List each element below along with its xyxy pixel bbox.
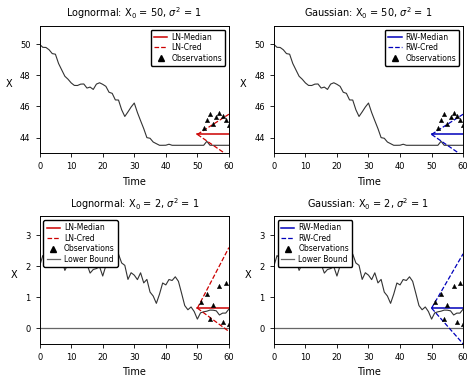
Point [440, 111, 448, 117]
Title: Lognormal: X$_0$ = 2, $\sigma^2$ = 1: Lognormal: X$_0$ = 2, $\sigma^2$ = 1 [70, 196, 199, 212]
Title: Gaussian: X$_0$ = 50, $\sigma^2$ = 1: Gaussian: X$_0$ = 50, $\sigma^2$ = 1 [304, 6, 433, 21]
Point [459, 321, 467, 327]
Legend: RW-Median, RW-Cred, Observations, Lower Bound: RW-Median, RW-Cred, Observations, Lower … [278, 220, 352, 267]
Point [216, 110, 223, 116]
Point [216, 283, 223, 290]
Legend: LN-Median, LN-Cred, Observations, Lower Bound: LN-Median, LN-Cred, Observations, Lower … [44, 220, 118, 267]
Y-axis label: X: X [11, 270, 18, 280]
Point [434, 125, 442, 131]
Point [437, 117, 445, 123]
Point [450, 110, 457, 116]
Point [444, 121, 451, 127]
Point [225, 122, 233, 128]
Point [219, 319, 227, 325]
Point [222, 117, 229, 123]
Point [456, 280, 464, 286]
Point [456, 117, 464, 123]
Y-axis label: X: X [245, 270, 252, 280]
Point [440, 316, 448, 322]
Legend: LN-Median, LN-Cred, Observations: LN-Median, LN-Cred, Observations [151, 29, 225, 65]
Point [200, 125, 208, 131]
Point [459, 122, 467, 128]
Point [212, 114, 220, 120]
Point [210, 302, 217, 308]
Point [444, 302, 451, 308]
Point [222, 280, 229, 286]
Title: Gaussian: X$_0$ = 2, $\sigma^2$ = 1: Gaussian: X$_0$ = 2, $\sigma^2$ = 1 [307, 196, 429, 212]
Point [453, 113, 461, 119]
Legend: RW-Median, RW-Cred, Observations: RW-Median, RW-Cred, Observations [385, 29, 459, 65]
X-axis label: Time: Time [356, 367, 381, 377]
Y-axis label: X: X [6, 79, 12, 89]
Title: Lognormal: X$_0$ = 50, $\sigma^2$ = 1: Lognormal: X$_0$ = 50, $\sigma^2$ = 1 [66, 6, 202, 21]
Point [206, 316, 214, 322]
Point [203, 117, 210, 123]
Point [206, 111, 214, 117]
Point [450, 283, 457, 290]
Point [219, 113, 227, 119]
Point [447, 114, 454, 120]
X-axis label: Time: Time [122, 367, 146, 377]
Point [437, 291, 445, 297]
Point [210, 121, 217, 127]
Point [453, 319, 461, 325]
X-axis label: Time: Time [122, 177, 146, 187]
Point [197, 299, 204, 305]
Y-axis label: X: X [240, 79, 246, 89]
Point [203, 291, 210, 297]
Point [225, 321, 233, 327]
X-axis label: Time: Time [356, 177, 381, 187]
Point [431, 299, 438, 305]
